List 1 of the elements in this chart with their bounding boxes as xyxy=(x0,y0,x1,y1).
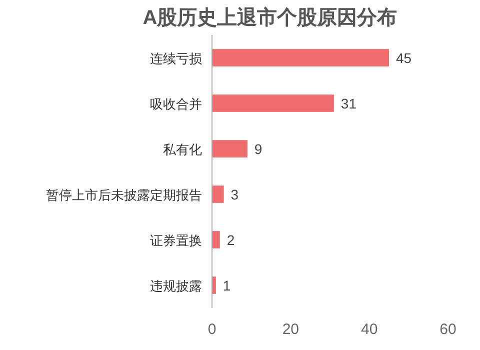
title: A股历史上退市个股原因分布 xyxy=(142,7,398,29)
